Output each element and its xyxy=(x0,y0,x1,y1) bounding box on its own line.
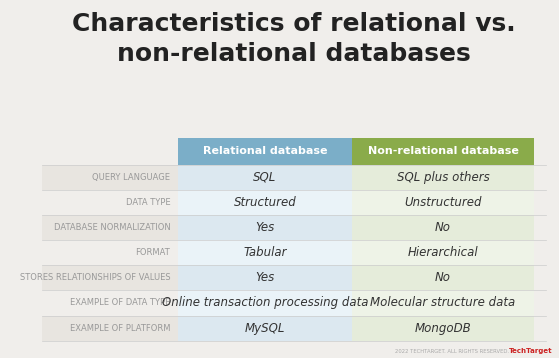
Text: Relational database: Relational database xyxy=(203,146,327,156)
FancyBboxPatch shape xyxy=(352,290,534,315)
FancyBboxPatch shape xyxy=(352,190,534,215)
FancyBboxPatch shape xyxy=(178,215,352,240)
FancyBboxPatch shape xyxy=(41,215,178,240)
Text: SQL plus others: SQL plus others xyxy=(396,171,489,184)
Text: No: No xyxy=(435,221,451,234)
Text: Structured: Structured xyxy=(234,196,296,209)
Text: Unstructured: Unstructured xyxy=(404,196,482,209)
FancyBboxPatch shape xyxy=(178,138,352,165)
Text: Molecular structure data: Molecular structure data xyxy=(371,296,515,309)
FancyBboxPatch shape xyxy=(352,315,534,340)
Text: Characteristics of relational vs.
non-relational databases: Characteristics of relational vs. non-re… xyxy=(72,12,516,66)
Text: Yes: Yes xyxy=(255,271,274,284)
Text: STORES RELATIONSHIPS OF VALUES: STORES RELATIONSHIPS OF VALUES xyxy=(20,273,170,282)
FancyBboxPatch shape xyxy=(352,265,534,290)
Text: Yes: Yes xyxy=(255,221,274,234)
Text: DATABASE NORMALIZATION: DATABASE NORMALIZATION xyxy=(54,223,170,232)
FancyBboxPatch shape xyxy=(352,165,534,190)
Text: EXAMPLE OF DATA TYPE: EXAMPLE OF DATA TYPE xyxy=(70,299,170,308)
FancyBboxPatch shape xyxy=(178,265,352,290)
Text: No: No xyxy=(435,271,451,284)
Text: QUERY LANGUAGE: QUERY LANGUAGE xyxy=(92,173,170,182)
FancyBboxPatch shape xyxy=(41,290,178,315)
Text: FORMAT: FORMAT xyxy=(135,248,170,257)
FancyBboxPatch shape xyxy=(352,240,534,265)
FancyBboxPatch shape xyxy=(178,190,352,215)
FancyBboxPatch shape xyxy=(352,138,534,165)
FancyBboxPatch shape xyxy=(41,190,178,215)
Text: Tabular: Tabular xyxy=(243,246,287,259)
Text: Online transaction processing data: Online transaction processing data xyxy=(162,296,368,309)
FancyBboxPatch shape xyxy=(41,315,178,340)
FancyBboxPatch shape xyxy=(178,165,352,190)
Text: MongoDB: MongoDB xyxy=(415,321,471,335)
FancyBboxPatch shape xyxy=(178,315,352,340)
Text: EXAMPLE OF PLATFORM: EXAMPLE OF PLATFORM xyxy=(70,324,170,333)
Text: MySQL: MySQL xyxy=(245,321,285,335)
FancyBboxPatch shape xyxy=(41,165,178,190)
FancyBboxPatch shape xyxy=(178,290,352,315)
Text: Non-relational database: Non-relational database xyxy=(367,146,518,156)
Text: DATA TYPE: DATA TYPE xyxy=(126,198,170,207)
FancyBboxPatch shape xyxy=(178,240,352,265)
Text: TechTarget: TechTarget xyxy=(509,348,552,354)
Text: Hierarchical: Hierarchical xyxy=(408,246,479,259)
Text: SQL: SQL xyxy=(253,171,277,184)
Text: 2022 TECHTARGET. ALL RIGHTS RESERVED.: 2022 TECHTARGET. ALL RIGHTS RESERVED. xyxy=(395,349,509,354)
FancyBboxPatch shape xyxy=(352,215,534,240)
FancyBboxPatch shape xyxy=(41,240,178,265)
FancyBboxPatch shape xyxy=(41,265,178,290)
